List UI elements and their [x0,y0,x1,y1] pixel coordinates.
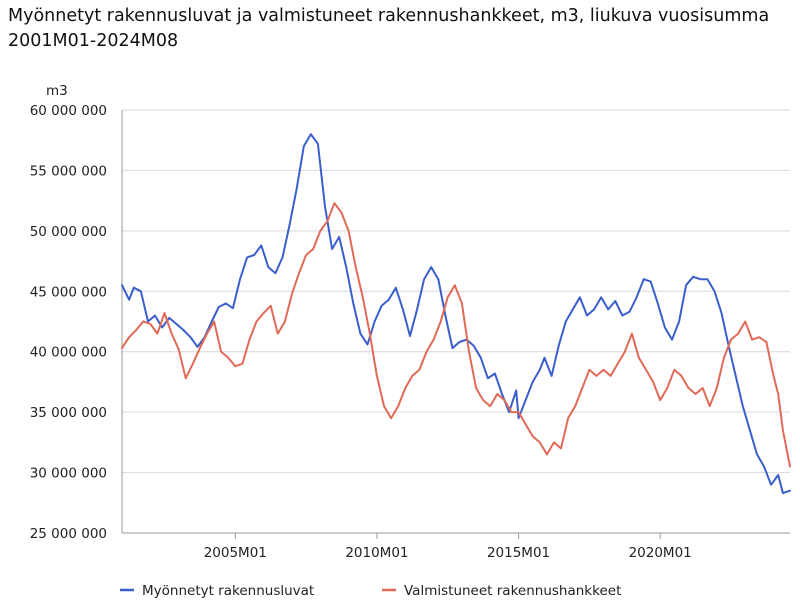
y-tick-label: 45 000 000 [30,284,107,300]
y-tick-label: 35 000 000 [30,405,107,421]
legend: Myönnetyt rakennusluvat Valmistuneet rake… [120,583,621,599]
y-axis-unit-label: m3 [46,83,68,99]
chart-title: Myönnetyt rakennusluvat ja valmistuneet … [8,6,770,26]
y-tick-label: 25 000 000 [30,526,107,542]
gridlines [121,109,790,534]
x-tick-label: 2005M01 [204,545,267,561]
y-tick-label: 60 000 000 [30,103,107,119]
y-tick-label: 30 000 000 [30,466,107,482]
x-tick-label: 2020M01 [629,545,692,561]
x-tick-label: 2015M01 [487,545,550,561]
x-tick-label: 2010M01 [345,545,408,561]
series-lines [121,133,791,495]
series-line-2 [121,202,791,468]
y-axis-ticks: 25 000 000 30 000 000 35 000 000 40 000 000… [30,103,107,542]
y-tick-label: 55 000 000 [30,163,107,179]
chart-subtitle: 2001M01-2024M08 [8,31,179,51]
series-line-1 [121,133,791,495]
chart-title-block: Myönnetyt rakennusluvat ja valmistuneet … [8,4,793,54]
legend-label: Valmistuneet rakennushankkeet [404,583,621,599]
y-tick-label: 40 000 000 [30,345,107,361]
x-axis-ticks: 2005M01 2010M01 2015M01 2020M01 [204,533,692,561]
legend-label: Myönnetyt rakennusluvat [142,583,314,599]
y-tick-label: 50 000 000 [30,224,107,240]
